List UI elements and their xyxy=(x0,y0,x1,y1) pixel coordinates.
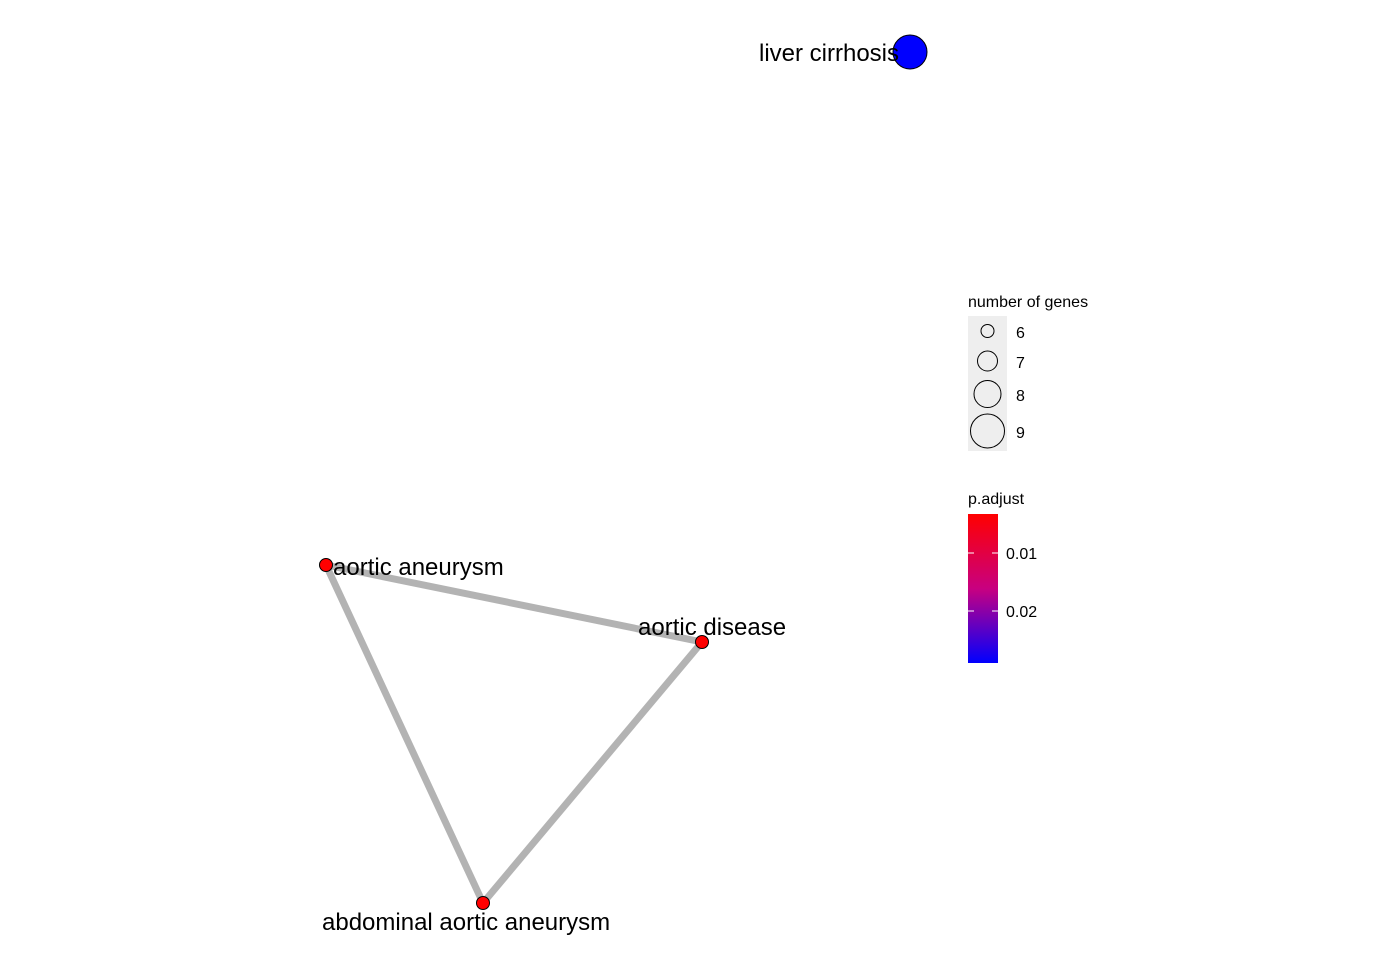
edge-aortic-aneurysm-to-aortic-disease xyxy=(325,561,703,646)
color-legend-colorbar xyxy=(968,514,998,663)
size-legend: number of genes 6 7 8 9 xyxy=(968,294,1088,451)
color-legend: p.adjust 0.01 0.02 xyxy=(968,491,1037,663)
network-edges xyxy=(322,561,705,906)
node-label-aortic-disease: aortic disease xyxy=(638,614,786,641)
size-legend-title: number of genes xyxy=(968,294,1088,311)
size-legend-circle-7 xyxy=(977,350,998,372)
node-label-abdominal-aortic-aneurysm: abdominal aortic aneurysm xyxy=(322,909,610,936)
size-legend-key-background xyxy=(968,316,1007,451)
color-legend-title: p.adjust xyxy=(968,491,1025,508)
size-legend-label-8: 8 xyxy=(1016,388,1025,405)
size-legend-circle-8 xyxy=(973,380,1002,408)
network-labels: liver cirrhosis aortic aneurysm aortic d… xyxy=(322,40,899,936)
node-abdominal-aortic-aneurysm xyxy=(476,896,490,910)
size-legend-circle-6 xyxy=(980,324,995,338)
node-aortic-disease xyxy=(695,635,709,649)
size-legend-label-7: 7 xyxy=(1016,355,1025,372)
size-legend-label-9: 9 xyxy=(1016,425,1025,442)
edge-aortic-disease-to-abdominal-aortic-aneurysm xyxy=(480,639,705,906)
size-legend-circle-9 xyxy=(970,413,1005,449)
color-legend-label-0.02: 0.02 xyxy=(1006,604,1037,621)
network-nodes xyxy=(319,34,928,910)
node-label-liver-cirrhosis: liver cirrhosis xyxy=(759,40,899,67)
color-legend-label-0.01: 0.01 xyxy=(1006,546,1037,563)
node-liver-cirrhosis xyxy=(892,34,928,70)
node-label-aortic-aneurysm: aortic aneurysm xyxy=(333,554,504,581)
edge-aortic-aneurysm-to-abdominal-aortic-aneurysm xyxy=(322,563,487,905)
node-aortic-aneurysm xyxy=(319,558,333,572)
size-legend-label-6: 6 xyxy=(1016,325,1025,342)
size-legend-circles xyxy=(970,324,1005,449)
